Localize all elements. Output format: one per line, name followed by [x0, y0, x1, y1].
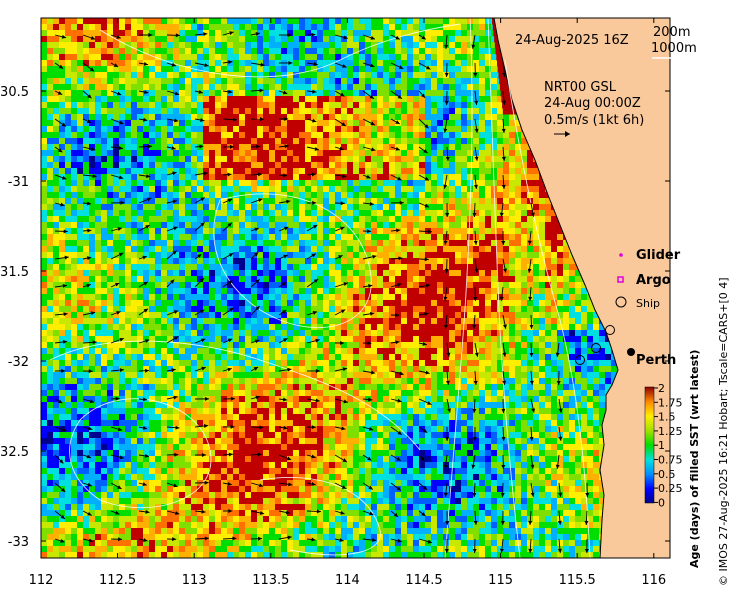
current-source: NRT00 GSL [544, 80, 617, 95]
x-tick-label: 113.5 [252, 573, 289, 588]
current-scale: 0.5m/s (1kt 6h) [544, 113, 644, 128]
y-tick-label: -31 [8, 175, 29, 190]
ship-marker [615, 296, 627, 308]
colorbar-tick-label: 1 [658, 439, 665, 452]
city-label: Perth [636, 353, 676, 368]
colorbar-tick-label: 1.5 [658, 411, 676, 424]
x-tick-label: 113 [182, 573, 207, 588]
colorbar-tick-label: 1.25 [658, 425, 683, 438]
y-tick-label: -31.5 [0, 265, 29, 280]
x-tick-label: 114.5 [405, 573, 442, 588]
x-tick-label: 115 [488, 573, 513, 588]
current-time: 24-Aug 00:00Z [544, 96, 641, 111]
x-tick-label: 116 [641, 573, 666, 588]
ship-track [575, 325, 615, 365]
y-axis: -30.5 -31 -31.5 -32 -32.5 -33 [0, 85, 670, 550]
colorbar-tick-label: 0.25 [658, 482, 683, 495]
y-tick-label: -32 [8, 355, 29, 370]
depth-legend-1000: 1000m [651, 41, 697, 56]
land-mass [494, 18, 670, 558]
y-tick-label: -30.5 [0, 85, 29, 100]
colorbar-tick-label: 1.75 [658, 396, 683, 409]
legend-ship: Ship [636, 297, 660, 310]
colorbar-tick-label: 2 [658, 382, 665, 395]
x-tick-label: 114 [335, 573, 360, 588]
x-axis: 112 112.5 113 113.5 114 114.5 115 115.5 116 [29, 18, 666, 588]
date-label: 24-Aug-2025 16Z [515, 33, 629, 48]
scale-arrow [554, 131, 570, 137]
x-tick-label: 112 [29, 573, 54, 588]
current-vectors [54, 31, 590, 554]
colorbar-tick-label: 0.5 [658, 468, 676, 481]
legend-argo: Argo [636, 273, 671, 288]
colorbar-tick-label: 0 [658, 496, 665, 509]
colorbar-tick-label: 0.75 [658, 454, 683, 467]
colorbar-title: Age (days) of filled SST (wrt latest) [688, 350, 701, 568]
credit-text: © IMOS 27-Aug-2025 16:21 Hobart; Tscale=… [717, 277, 730, 586]
depth-legend-200: 200m [653, 25, 690, 40]
plot-frame [40, 17, 671, 559]
legend-glider: Glider [636, 248, 681, 263]
colorbar-ticks: 21.75 1.51.251 0.750.50.250 [654, 382, 683, 509]
glider-marker [619, 253, 623, 257]
argo-marker [617, 276, 624, 283]
bathymetry-contours [49, 18, 591, 558]
colorbar [644, 386, 655, 504]
y-tick-label: -32.5 [0, 445, 29, 460]
y-tick-label: -33 [8, 535, 29, 550]
perth-marker [627, 348, 635, 356]
x-tick-label: 115.5 [559, 573, 596, 588]
x-tick-label: 112.5 [99, 573, 136, 588]
